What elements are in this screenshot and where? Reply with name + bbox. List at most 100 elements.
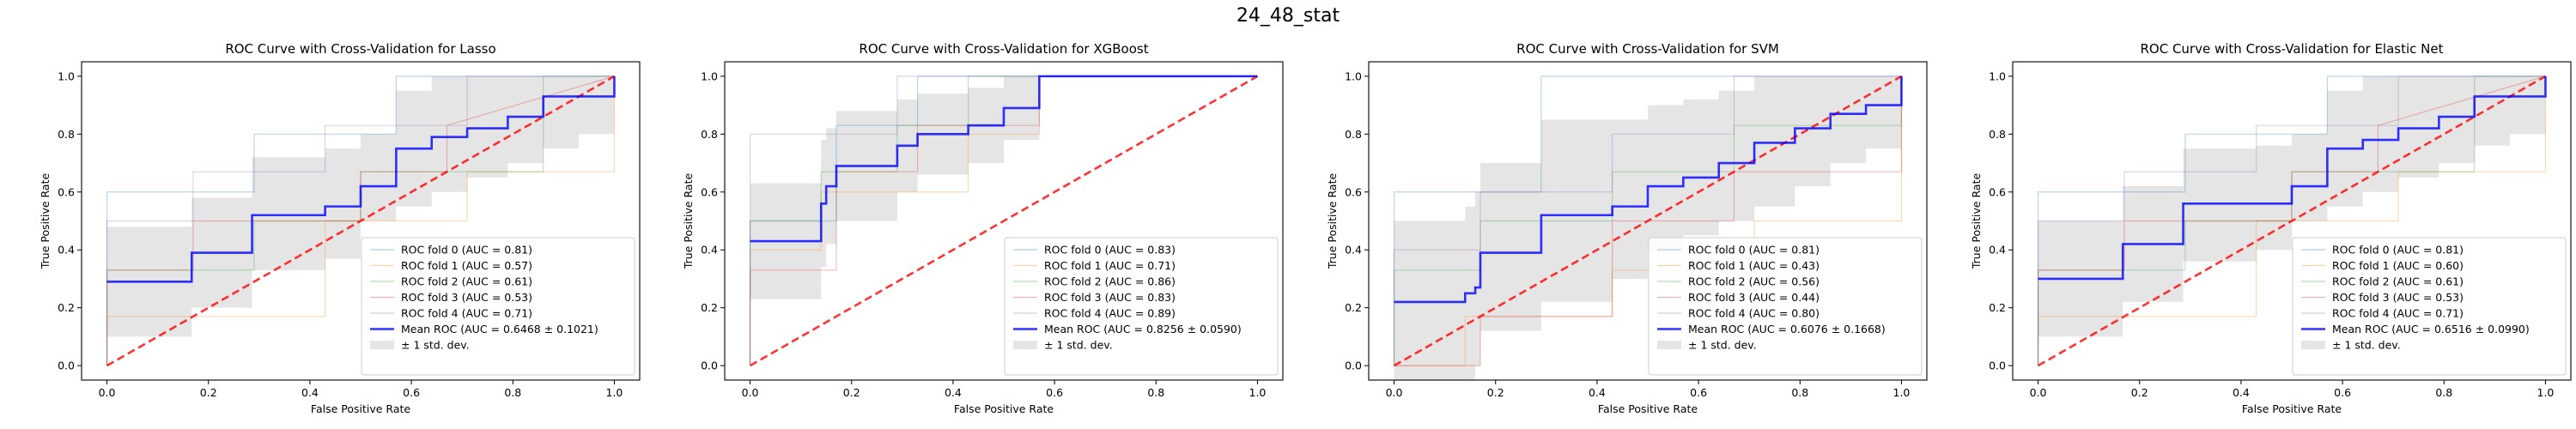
- legend-entry-fold-0: ROC fold 0 (AUC = 0.81): [2332, 244, 2464, 257]
- mean-roc-line: [750, 75, 1258, 243]
- legend-entry-fold-3: ROC fold 3 (AUC = 0.53): [401, 291, 532, 304]
- legend-entry-fold-0: ROC fold 0 (AUC = 0.81): [1688, 244, 1820, 257]
- legend-entry-fold-2: ROC fold 2 (AUC = 0.61): [401, 275, 532, 288]
- std-band: [750, 76, 1258, 299]
- roc-fold-4-line: [2037, 76, 2546, 366]
- x-tick-label: 0.6: [2334, 386, 2351, 399]
- roc-fold-0-line: [749, 76, 1258, 366]
- legend-entry-fold-3: ROC fold 3 (AUC = 0.53): [2332, 291, 2464, 304]
- roc-fold-1-line: [1394, 76, 1903, 366]
- legend-entry-fold-2: ROC fold 2 (AUC = 0.56): [1688, 275, 1820, 288]
- x-tick-label: 0.8: [504, 386, 521, 399]
- x-tick-label: 0.4: [2233, 386, 2250, 399]
- x-axis-label: False Positive Rate: [954, 402, 1054, 415]
- y-axis-label: True Positive Rate: [682, 173, 695, 270]
- roc-fold-1-line: [106, 76, 616, 366]
- legend-swatch: [370, 341, 394, 349]
- roc-panel-2: 0.0 0.2 0.4 0.6 0.8 1.0 0.0 0.2 0.4 0.6 0.8 1.0 ROC …: [1326, 41, 1928, 415]
- axes-frame: [1368, 61, 1928, 381]
- y-tick-label: 0.4: [58, 244, 75, 257]
- legend-entry-fold-0: ROC fold 0 (AUC = 0.83): [1044, 244, 1176, 257]
- y-tick-label: 0.6: [701, 185, 718, 198]
- y-tick-label: 1.0: [1989, 69, 2006, 82]
- legend-swatch: [2301, 341, 2325, 349]
- chance-line: [749, 75, 1259, 367]
- x-tick-label: 0.6: [1690, 386, 1707, 399]
- legend-entry-std: ± 1 std. dev.: [1044, 339, 1113, 352]
- x-tick-label: 0.0: [99, 386, 116, 399]
- chance-line: [2037, 75, 2547, 367]
- legend-entry-fold-4: ROC fold 4 (AUC = 0.71): [2332, 307, 2464, 320]
- x-axis-label: False Positive Rate: [311, 402, 410, 415]
- x-tick-label: 0.2: [1487, 386, 1504, 399]
- x-tick-label: 0.8: [1791, 386, 1808, 399]
- x-axis-label: False Positive Rate: [2242, 402, 2342, 415]
- x-tick-label: 0.8: [2435, 386, 2452, 399]
- y-tick-label: 0.2: [701, 301, 718, 314]
- x-tick-label: 0.4: [301, 386, 319, 399]
- x-tick-label: 0.4: [1589, 386, 1606, 399]
- x-tick-label: 0.4: [945, 386, 962, 399]
- y-tick-label: 0.2: [1989, 301, 2006, 314]
- roc-fold-2-line: [749, 76, 1258, 366]
- roc-fold-4-line: [1393, 76, 1902, 366]
- legend-entry-fold-1: ROC fold 1 (AUC = 0.60): [2332, 259, 2464, 272]
- legend-entry-std: ± 1 std. dev.: [401, 339, 470, 352]
- legend: ROC fold 0 (AUC = 0.81) ROC fold 1 (AUC =…: [2292, 237, 2567, 376]
- legend-entry-fold-1: ROC fold 1 (AUC = 0.57): [401, 259, 532, 272]
- y-tick-label: 0.4: [701, 244, 718, 257]
- x-tick-label: 0.6: [403, 386, 420, 399]
- legend-swatch: [1013, 341, 1037, 349]
- y-tick-label: 1.0: [58, 69, 75, 82]
- mean-roc-line: [106, 76, 616, 283]
- legend-entry-mean: Mean ROC (AUC = 0.6076 ± 0.1668): [1688, 323, 1886, 335]
- roc-fold-1-line: [2037, 76, 2547, 366]
- y-tick-label: 0.8: [1345, 128, 1362, 141]
- y-tick-label: 0.4: [1345, 244, 1362, 257]
- mean-roc-line: [1394, 76, 1903, 304]
- y-tick-label: 0.8: [58, 128, 75, 141]
- x-tick-label: 0.6: [1046, 386, 1063, 399]
- panel-title: ROC Curve with Cross-Validation for Lass…: [225, 41, 495, 57]
- x-tick-label: 0.8: [1147, 386, 1164, 399]
- mean-roc-line: [2038, 76, 2547, 281]
- roc-fold-4-line: [749, 76, 1258, 366]
- axes-frame: [81, 61, 641, 381]
- roc-fold-0-line: [106, 76, 615, 366]
- legend-entry-mean: Mean ROC (AUC = 0.6516 ± 0.0990): [2332, 323, 2530, 335]
- y-tick-label: 0.0: [1345, 360, 1362, 372]
- y-tick-label: 0.6: [1345, 185, 1362, 198]
- plot-area: [749, 75, 1259, 367]
- x-tick-label: 0.0: [1386, 386, 1403, 399]
- x-tick-label: 1.0: [2537, 386, 2555, 399]
- legend: ROC fold 0 (AUC = 0.83) ROC fold 1 (AUC =…: [1004, 237, 1279, 376]
- y-tick-label: 0.0: [1989, 360, 2006, 372]
- legend-entry-fold-4: ROC fold 4 (AUC = 0.80): [1688, 307, 1820, 320]
- legend-entry-fold-4: ROC fold 4 (AUC = 0.89): [1044, 307, 1176, 320]
- legend-swatch: [1657, 341, 1681, 349]
- x-tick-label: 0.0: [2030, 386, 2047, 399]
- panel-title: ROC Curve with Cross-Validation for Elas…: [2140, 41, 2443, 57]
- axes-frame: [2012, 61, 2572, 381]
- roc-fold-0-line: [1393, 76, 1902, 366]
- legend-entry-fold-3: ROC fold 3 (AUC = 0.83): [1044, 291, 1176, 304]
- y-tick-label: 1.0: [1345, 69, 1362, 82]
- std-band: [2038, 76, 2546, 337]
- legend-entry-fold-1: ROC fold 1 (AUC = 0.43): [1688, 259, 1820, 272]
- plot-area: [1393, 75, 1903, 380]
- roc-fold-2-line: [1393, 76, 1903, 366]
- y-tick-label: 0.8: [1989, 128, 2006, 141]
- legend-box: [2292, 237, 2567, 376]
- plot-area: [2037, 75, 2547, 367]
- legend-entry-fold-0: ROC fold 0 (AUC = 0.81): [401, 244, 532, 257]
- roc-panel-3: 0.0 0.2 0.4 0.6 0.8 1.0 0.0 0.2 0.4 0.6 0.8 1.0 ROC …: [1970, 41, 2572, 415]
- legend-entry-fold-4: ROC fold 4 (AUC = 0.71): [401, 307, 532, 320]
- legend-entry-fold-2: ROC fold 2 (AUC = 0.86): [1044, 275, 1176, 288]
- legend-entry-std: ± 1 std. dev.: [1688, 339, 1757, 352]
- y-tick-label: 1.0: [701, 69, 718, 82]
- roc-fold-4-line: [106, 76, 615, 366]
- x-tick-label: 0.2: [2131, 386, 2148, 399]
- panel-title: ROC Curve with Cross-Validation for SVM: [1516, 41, 1779, 57]
- legend-box: [1004, 237, 1279, 376]
